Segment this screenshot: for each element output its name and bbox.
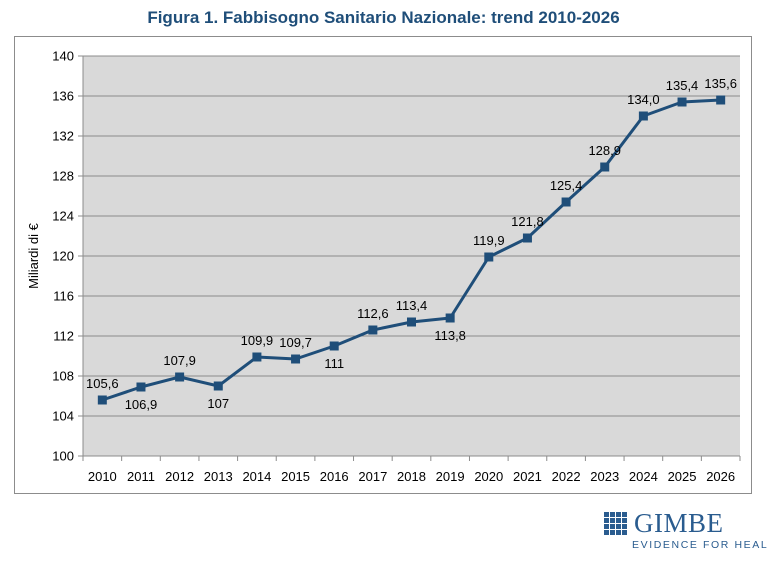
data-point-2021	[522, 233, 532, 243]
y-tick-label: 124	[52, 209, 74, 224]
gridlines	[78, 55, 740, 457]
data-label-2022: 125,4	[550, 178, 583, 193]
y-axis-label: Miliardi di €	[26, 222, 41, 289]
data-point-2018	[407, 317, 416, 327]
y-tick-label: 108	[52, 369, 74, 384]
data-point-2025	[677, 97, 687, 107]
x-tick-label: 2026	[706, 469, 735, 484]
data-label-2012: 107,9	[163, 353, 196, 368]
x-tick-label: 2025	[668, 469, 697, 484]
x-tick-label: 2020	[474, 469, 503, 484]
data-label-2021: 121,8	[511, 214, 544, 229]
x-tick-label: 2024	[629, 469, 658, 484]
data-label-2026: 135,6	[704, 76, 737, 91]
chart-title: Figura 1. Fabbisogno Sanitario Nazionale…	[147, 8, 620, 27]
data-point-2020	[484, 252, 494, 262]
data-point-2019	[445, 313, 455, 323]
x-tick-label: 2016	[320, 469, 349, 484]
x-tick-label: 2018	[397, 469, 426, 484]
x-tick-label: 2013	[204, 469, 233, 484]
x-tick-label: 2017	[358, 469, 387, 484]
data-label-2014: 109,9	[241, 333, 274, 348]
x-tick-label: 2015	[281, 469, 310, 484]
data-label-2024: 134,0	[627, 92, 660, 107]
data-point-2010	[97, 395, 107, 405]
logo-tagline: EVIDENCE FOR HEALTH	[632, 539, 767, 551]
logo-wordmark: GIMBE	[634, 508, 724, 538]
x-tick-label: 2012	[165, 469, 194, 484]
data-point-2016	[329, 341, 339, 351]
x-tick-label: 2010	[88, 469, 117, 484]
axes	[82, 56, 741, 461]
y-tick-label: 132	[52, 129, 74, 144]
data-label-2013: 107	[207, 396, 229, 411]
data-point-2013	[213, 381, 223, 391]
y-tick-label: 112	[53, 329, 74, 344]
y-tick-label: 136	[52, 89, 74, 104]
x-tick-label: 2022	[552, 469, 581, 484]
data-label-2020: 119,9	[473, 233, 505, 248]
data-point-2015	[291, 354, 301, 364]
x-tick-labels: 2010 2011 2012 2013 2014 2015 2016 2017 2018 2019…	[88, 469, 735, 484]
data-label-2019: 113,8	[434, 328, 466, 343]
y-tick-labels: 100 104 108 112 116 120 124 128 132 136 140	[52, 49, 74, 464]
gimbe-logo: GIMBE EVIDENCE FOR HEALTH	[604, 508, 767, 556]
data-point-2017	[368, 325, 378, 335]
y-tick-label: 128	[52, 169, 74, 184]
data-label-2018: 113,4	[396, 298, 428, 313]
data-labels: 105,6 106,9 107,9 107 109,9 109,7 111 112,6 113,…	[86, 76, 737, 412]
x-tick-label: 2011	[127, 469, 155, 484]
data-point-2014	[252, 352, 262, 362]
data-point-2026	[716, 95, 726, 105]
data-label-2016: 111	[324, 356, 344, 371]
series-markers	[97, 95, 726, 405]
x-tick-label: 2023	[590, 469, 619, 484]
y-tick-label: 104	[52, 409, 74, 424]
data-point-2011	[136, 382, 146, 392]
data-point-2024	[638, 111, 648, 121]
data-label-2023: 128,9	[588, 143, 621, 158]
y-tick-label: 120	[52, 249, 74, 264]
x-tick-label: 2019	[436, 469, 465, 484]
data-point-2022	[561, 197, 571, 207]
y-tick-label: 140	[52, 49, 74, 64]
y-tick-label: 100	[52, 449, 74, 464]
y-tick-label: 116	[53, 289, 74, 304]
x-tick-label: 2014	[242, 469, 271, 484]
data-label-2015: 109,7	[279, 335, 312, 350]
data-point-2023	[600, 162, 610, 172]
data-point-2012	[175, 372, 185, 382]
data-label-2025: 135,4	[666, 78, 699, 93]
x-tick-label: 2021	[513, 469, 542, 484]
data-label-2017: 112,6	[357, 306, 389, 321]
data-label-2010: 105,6	[86, 376, 119, 391]
data-label-2011: 106,9	[125, 397, 158, 412]
gimbe-grid-logo-icon	[604, 512, 627, 535]
